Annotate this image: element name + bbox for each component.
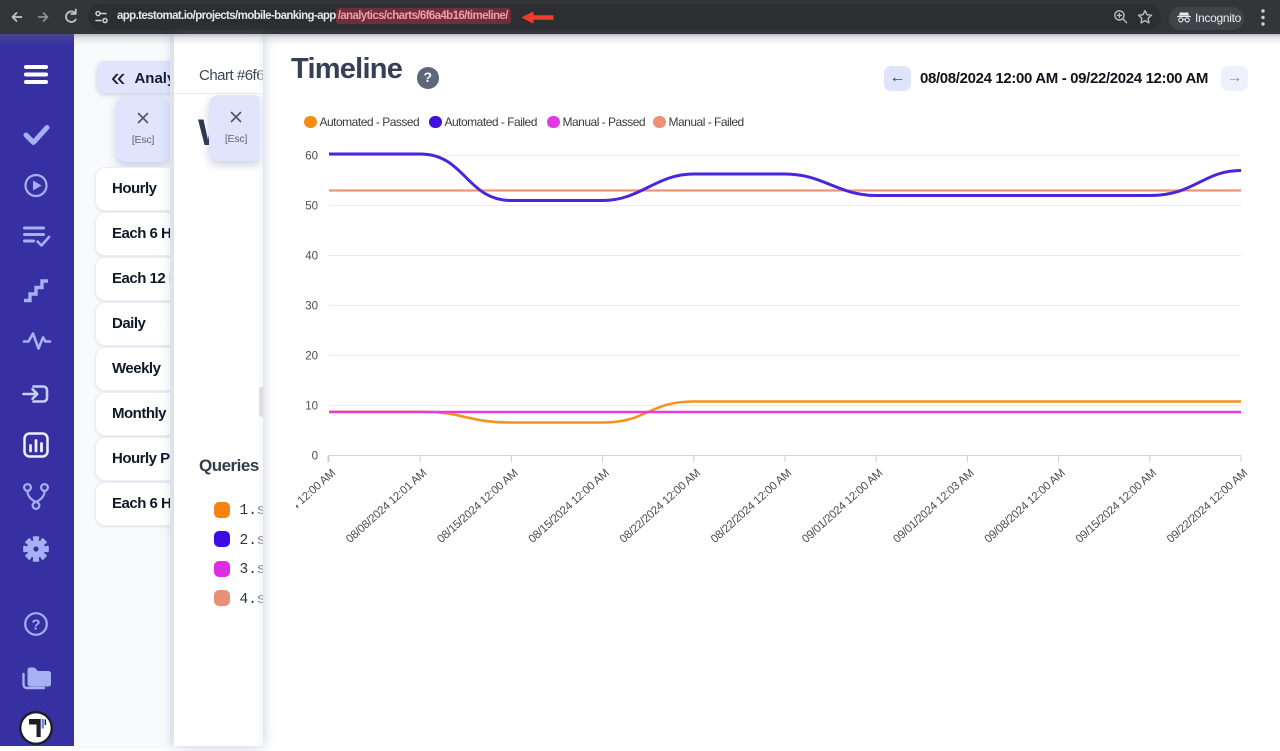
svg-text:09/15/2024 12:00 AM: 09/15/2024 12:00 AM — [1074, 467, 1159, 545]
svg-text:50: 50 — [305, 201, 318, 213]
svg-text:0: 0 — [312, 451, 318, 463]
svg-text:08/01/2024 12:00 AM: 08/01/2024 12:00 AM — [296, 467, 338, 545]
svg-text:08/22/2024 12:00 AM: 08/22/2024 12:00 AM — [618, 467, 703, 545]
svg-text:09/08/2024 12:00 AM: 09/08/2024 12:00 AM — [983, 467, 1068, 545]
svg-text:20: 20 — [305, 351, 318, 363]
svg-text:30: 30 — [305, 301, 318, 313]
svg-text:10: 10 — [305, 401, 318, 413]
svg-text:09/01/2024 12:00 AM: 09/01/2024 12:00 AM — [800, 467, 885, 545]
svg-text:40: 40 — [305, 251, 318, 263]
svg-text:08/15/2024 12:00 AM: 08/15/2024 12:00 AM — [527, 467, 612, 545]
svg-text:60: 60 — [305, 151, 318, 163]
svg-text:09/22/2024 12:00 AM: 09/22/2024 12:00 AM — [1165, 467, 1250, 545]
svg-text:08/15/2024 12:00 AM: 08/15/2024 12:00 AM — [435, 467, 520, 545]
svg-text:09/01/2024 12:03 AM: 09/01/2024 12:03 AM — [891, 467, 976, 545]
svg-text:?: ? — [31, 617, 40, 634]
svg-text:08/08/2024 12:01 AM: 08/08/2024 12:01 AM — [344, 467, 429, 545]
svg-text:08/22/2024 12:00 AM: 08/22/2024 12:00 AM — [709, 467, 794, 545]
